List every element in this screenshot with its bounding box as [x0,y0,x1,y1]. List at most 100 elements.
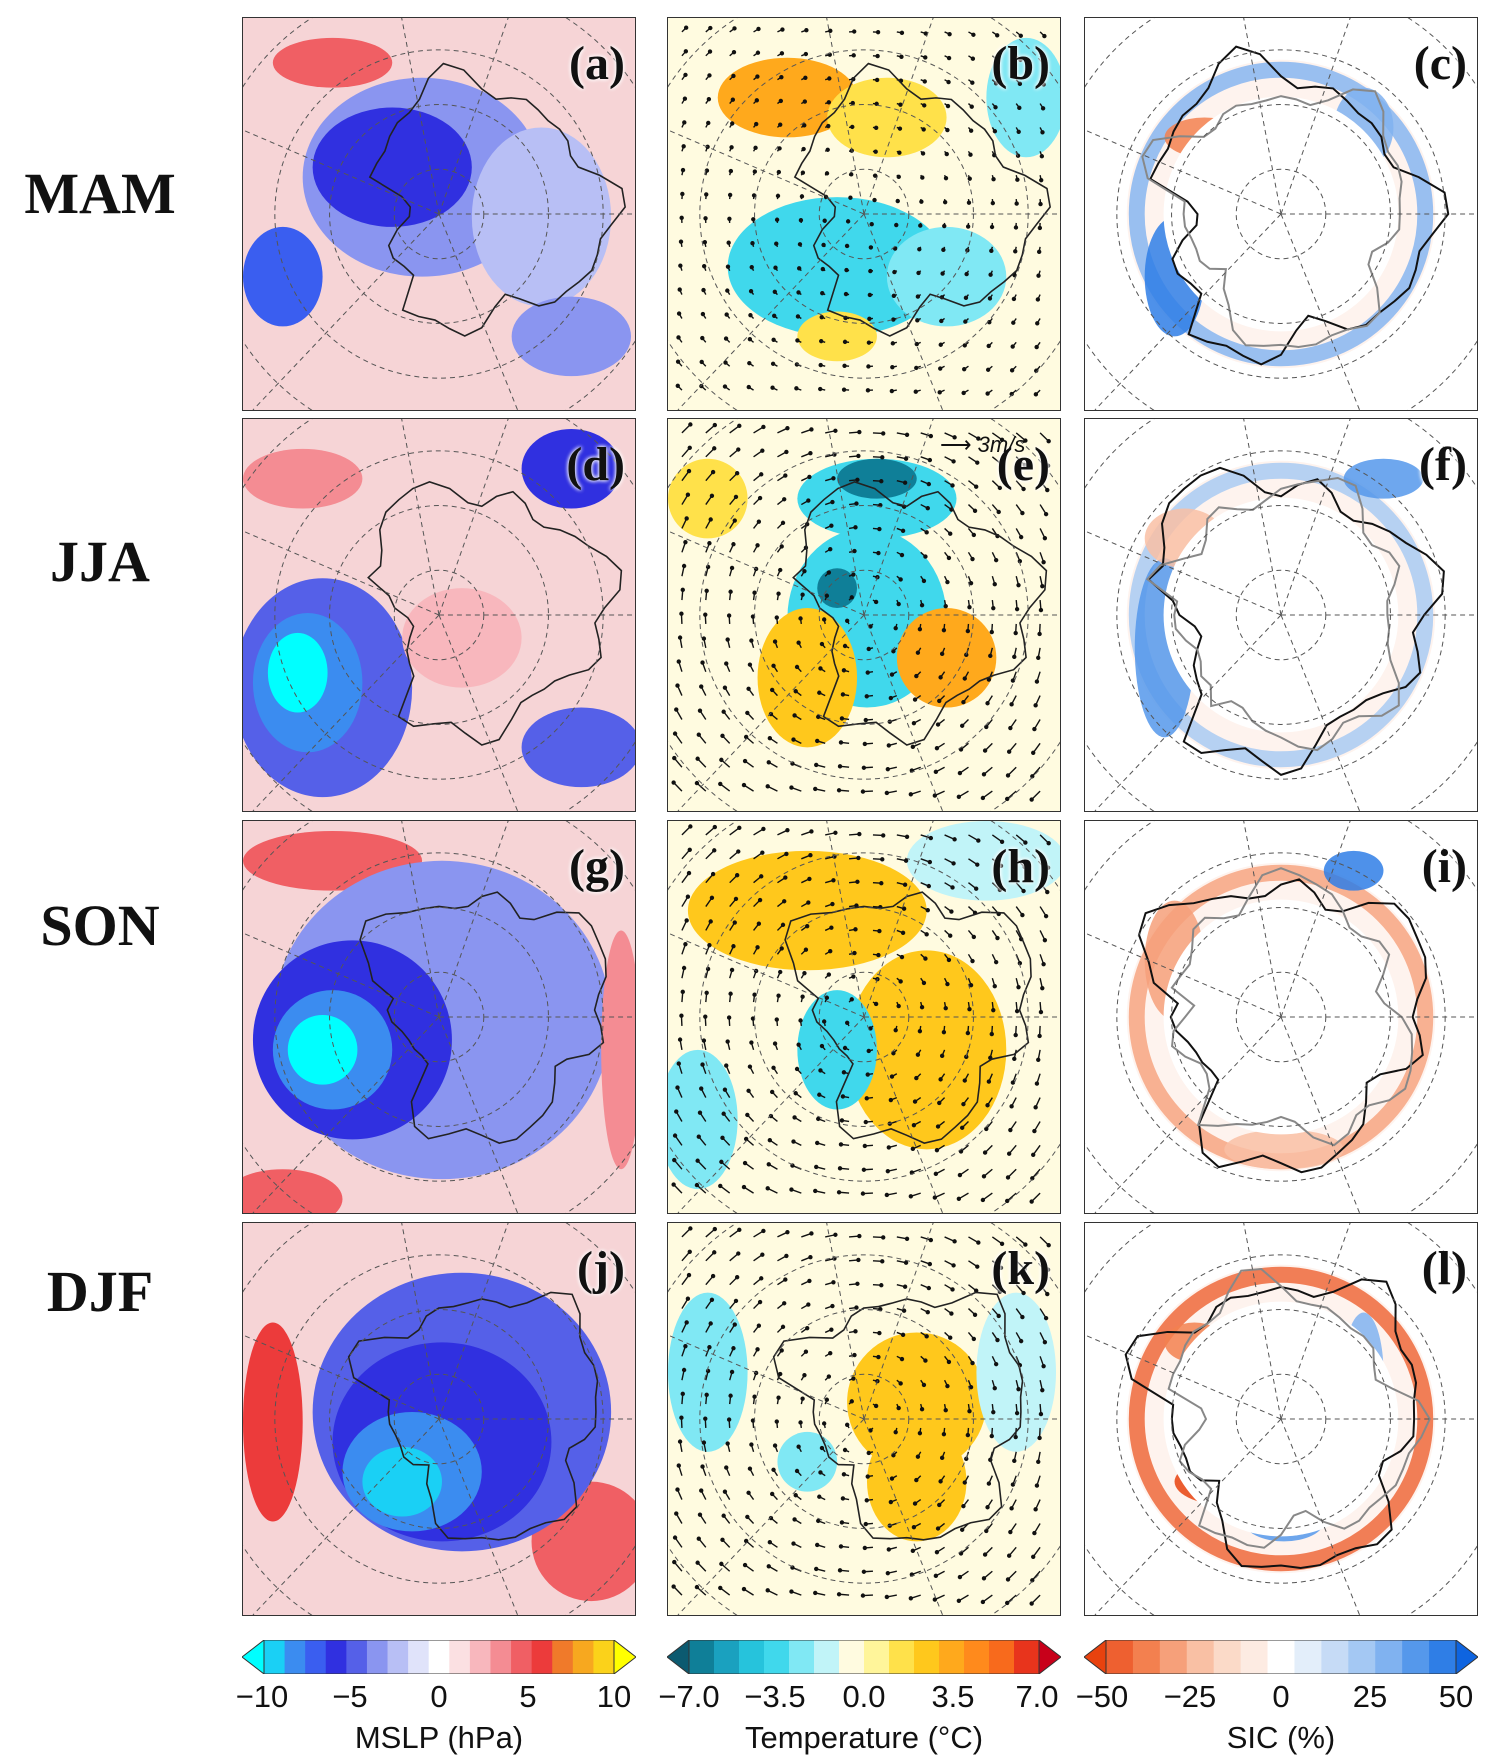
colorbar-segment [839,1640,865,1674]
colorbar-segment [573,1640,594,1674]
panel-label: (b) [991,36,1050,91]
colorbar-segment [1294,1640,1321,1674]
panel-label: (k) [991,1241,1050,1296]
colorbar-segment [449,1640,470,1674]
tick-label: 0.0 [842,1679,885,1715]
panel-label: (f) [1419,437,1467,492]
colorbar-temperature [667,1640,1061,1674]
panel-label: (c) [1414,36,1467,91]
colorbar-segment [408,1640,429,1674]
tick-label: 0 [430,1679,447,1715]
colorbar-segment [305,1640,326,1674]
map-panel: (c) [1084,17,1478,411]
colorbar-segment [814,1640,840,1674]
reference-vector: ⟶ 3m/s [940,432,1025,458]
tick-label: 10 [597,1679,631,1715]
panel-label: (d) [566,437,625,492]
colorbar-extend-low [242,1640,264,1674]
colorbar-segment [1429,1640,1456,1674]
colorbar-segment [1014,1640,1040,1674]
colorbar-segment [1106,1640,1133,1674]
map-panel: (b) [667,17,1061,411]
panel-label: (h) [991,839,1050,894]
colorbar-segment [367,1640,388,1674]
tick-label: −25 [1164,1679,1217,1715]
colorbar-segment [388,1640,409,1674]
season-label-mam: MAM [0,160,200,227]
colorbar-segment [326,1640,347,1674]
season-label-djf: DJF [0,1258,200,1325]
colorbar-segment [889,1640,915,1674]
map-panel: (d) [242,418,636,812]
colorbar-extend-high [1039,1640,1061,1674]
colorbar-extend-high [1456,1640,1478,1674]
panel-label: (l) [1422,1241,1467,1296]
colorbar-segment [593,1640,614,1674]
map-panel: (a) [242,17,636,411]
colorbar-segment [964,1640,990,1674]
colorbar-segment [1241,1640,1268,1674]
colorbar-segment [1133,1640,1160,1674]
tick-label: 5 [519,1679,536,1715]
colorbar-extend-low [1084,1640,1106,1674]
map-panel: (k) [667,1222,1061,1616]
colorbar-segment [532,1640,553,1674]
tick-label: −50 [1076,1679,1129,1715]
colorbar-segment [511,1640,532,1674]
colorbar-segment [914,1640,940,1674]
panel-label: (i) [1422,839,1467,894]
colorbar-ticks-sic: −50 −25 0 25 50 [1084,1679,1502,1719]
tick-label: 0 [1272,1679,1289,1715]
colorbar-sic [1084,1640,1478,1674]
sea-ice-map [1085,1223,1477,1615]
panel-label: (g) [569,839,625,894]
colorbar-segment [346,1640,367,1674]
colorbar-extend-high [614,1640,636,1674]
tick-label: 3.5 [931,1679,974,1715]
colorbar-segment [789,1640,815,1674]
season-label-son: SON [0,892,200,959]
colorbar-segment [1375,1640,1402,1674]
panel-label: (a) [569,36,625,91]
sea-ice-map [1085,821,1477,1213]
colorbar-segment [1214,1640,1241,1674]
tick-label: −7.0 [658,1679,719,1715]
panel-label: (j) [577,1241,625,1296]
season-label-jja: JJA [0,528,200,595]
colorbar-segment [1187,1640,1214,1674]
colorbar-segment [490,1640,511,1674]
colorbar-ticks-mslp: −10 −5 0 5 10 [242,1679,662,1719]
colorbar-segment [264,1640,285,1674]
colorbar-segment [1160,1640,1187,1674]
map-panel: (l) [1084,1222,1478,1616]
colorbar-segment [552,1640,573,1674]
colorbar-segment [714,1640,740,1674]
tick-label: −3.5 [744,1679,805,1715]
tick-label: 50 [1439,1679,1473,1715]
tick-label: −10 [236,1679,289,1715]
map-panel: (g) [242,820,636,1214]
reference-arrow-icon: ⟶ [940,432,972,457]
reference-vector-label: 3m/s [978,432,1026,457]
colorbar-segment [470,1640,491,1674]
colorbar-segment [1348,1640,1375,1674]
tick-label: 25 [1353,1679,1387,1715]
colorbar-segment [1268,1640,1295,1674]
tick-label: 7.0 [1015,1679,1058,1715]
map-panel: (e) [667,418,1061,812]
colorbar-segment [285,1640,306,1674]
map-panel: (j) [242,1222,636,1616]
colorbar-segment [1321,1640,1348,1674]
colorbar-segment [864,1640,890,1674]
map-panel: (h) [667,820,1061,1214]
colorbar-segment [429,1640,450,1674]
colorbar-mslp [242,1640,636,1674]
colorbar-ticks-temperature: −7.0 −3.5 0.0 3.5 7.0 [667,1679,1087,1719]
tick-label: −5 [332,1679,367,1715]
map-panel: (f) [1084,418,1478,812]
colorbar-segment [764,1640,790,1674]
colorbar-segment [689,1640,715,1674]
colorbar-extend-low [667,1640,689,1674]
colorbar-segment [739,1640,765,1674]
colorbar-segment [1402,1640,1429,1674]
